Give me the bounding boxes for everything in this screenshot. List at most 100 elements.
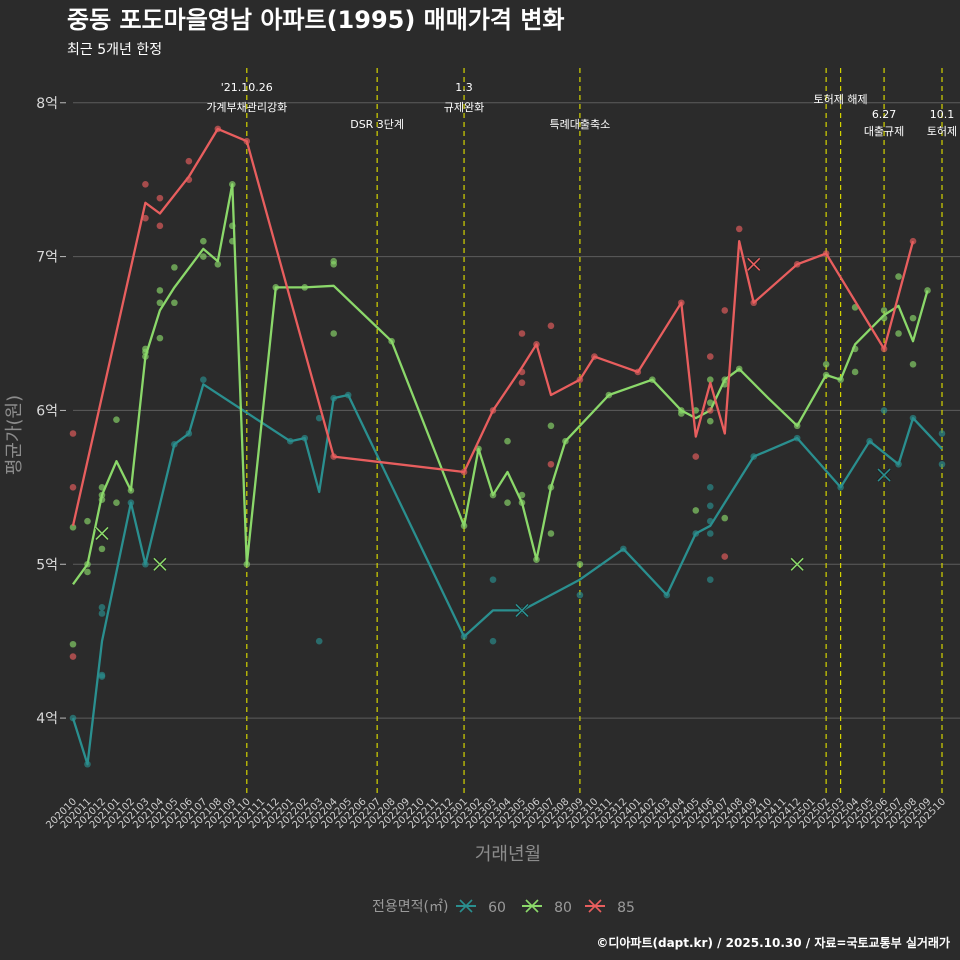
data-point bbox=[156, 194, 164, 202]
data-point bbox=[142, 214, 149, 222]
data-point bbox=[330, 330, 338, 337]
data-point bbox=[706, 484, 714, 491]
legend: 전용면적(㎡) 60 80 85 bbox=[372, 899, 635, 916]
data-point bbox=[69, 430, 77, 437]
data-point bbox=[69, 653, 77, 660]
data-point bbox=[851, 368, 859, 376]
data-point bbox=[895, 330, 902, 337]
x-axis-title: 거래년월 bbox=[475, 844, 541, 865]
series-line bbox=[72, 183, 929, 585]
cross-marker bbox=[95, 526, 109, 541]
data-point bbox=[822, 360, 830, 368]
data-point bbox=[98, 610, 106, 617]
event-label: 6.27 bbox=[872, 108, 897, 121]
cross-marker bbox=[790, 557, 804, 571]
data-point bbox=[547, 530, 555, 537]
data-point bbox=[156, 299, 164, 307]
legend-cross bbox=[525, 899, 539, 913]
data-point bbox=[113, 416, 120, 423]
data-point bbox=[98, 673, 106, 680]
data-point bbox=[156, 287, 164, 294]
data-point bbox=[576, 591, 584, 599]
cross-marker bbox=[515, 603, 529, 617]
data-point bbox=[706, 502, 714, 510]
event-label: DSR 3단계 bbox=[350, 118, 404, 131]
data-point bbox=[706, 376, 714, 383]
data-point bbox=[69, 484, 77, 491]
legend-label: 60 bbox=[488, 900, 506, 916]
data-point bbox=[721, 514, 729, 522]
event-label: 대출규제 bbox=[864, 125, 904, 138]
data-point bbox=[84, 517, 91, 525]
data-point bbox=[721, 553, 729, 560]
data-point bbox=[576, 560, 584, 568]
data-point bbox=[909, 314, 917, 322]
series-60 bbox=[69, 376, 946, 768]
data-point bbox=[518, 330, 526, 337]
y-tick-label: 6억 bbox=[36, 403, 58, 419]
event-label: 규제완화 bbox=[444, 101, 484, 114]
data-point bbox=[880, 407, 888, 414]
data-point bbox=[113, 499, 120, 507]
data-point bbox=[171, 264, 178, 271]
data-point bbox=[315, 414, 323, 422]
series-80 bbox=[69, 180, 931, 648]
data-point bbox=[69, 524, 77, 531]
data-point bbox=[200, 253, 207, 260]
cross-marker bbox=[747, 257, 761, 271]
data-point bbox=[721, 307, 729, 314]
data-point bbox=[909, 360, 917, 368]
event-label: 토허제 bbox=[927, 125, 957, 138]
data-point bbox=[706, 530, 714, 537]
data-point bbox=[692, 453, 700, 460]
series-line bbox=[71, 127, 915, 527]
data-point bbox=[692, 507, 700, 514]
cross-marker bbox=[153, 557, 167, 571]
y-tick-label: 4억 bbox=[36, 711, 58, 727]
legend-title: 전용면적(㎡) bbox=[372, 899, 448, 915]
series-layer bbox=[69, 125, 946, 768]
data-point bbox=[84, 568, 91, 576]
event-label: 10.1 bbox=[930, 108, 955, 121]
data-point bbox=[504, 499, 511, 507]
data-point bbox=[895, 273, 902, 280]
data-point bbox=[98, 604, 106, 611]
event-label: 1.3 bbox=[455, 81, 473, 94]
data-point bbox=[706, 353, 714, 360]
data-point bbox=[142, 180, 149, 188]
legend-label: 85 bbox=[617, 900, 635, 916]
data-point bbox=[547, 322, 555, 330]
data-point bbox=[98, 545, 106, 553]
x-tick-labels: 2020102020112020122021012021022021032021… bbox=[44, 796, 948, 831]
data-point bbox=[214, 260, 222, 268]
y-axis-title: 평균가(원) bbox=[4, 395, 25, 475]
data-point bbox=[706, 576, 714, 583]
data-point bbox=[938, 460, 946, 468]
series-85 bbox=[69, 125, 917, 660]
chart-caption: ©디아파트(dapt.kr) / 2025.10.30 / 자료=국토교통부 실… bbox=[596, 935, 950, 950]
event-label: 가계부채관리강화 bbox=[206, 101, 287, 114]
data-point bbox=[938, 430, 946, 437]
legend-cross bbox=[459, 899, 473, 913]
data-point bbox=[735, 225, 743, 233]
cross-marker bbox=[877, 468, 891, 482]
data-point bbox=[504, 437, 511, 445]
data-point bbox=[706, 407, 714, 414]
legend-label: 80 bbox=[554, 900, 572, 916]
data-point bbox=[156, 222, 164, 230]
y-gridlines bbox=[73, 102, 960, 719]
data-point bbox=[156, 334, 164, 342]
y-tick-label: 5억 bbox=[36, 557, 58, 573]
y-tick-labels: 4억 5억 6억 7억 8억 bbox=[36, 96, 66, 727]
data-point bbox=[518, 379, 526, 387]
data-point bbox=[69, 640, 77, 648]
legend-cross bbox=[588, 899, 602, 913]
data-point bbox=[171, 299, 178, 307]
event-label: '21.10.26 bbox=[221, 81, 273, 94]
data-point bbox=[200, 376, 207, 383]
data-point bbox=[706, 417, 714, 425]
data-point bbox=[547, 422, 555, 430]
